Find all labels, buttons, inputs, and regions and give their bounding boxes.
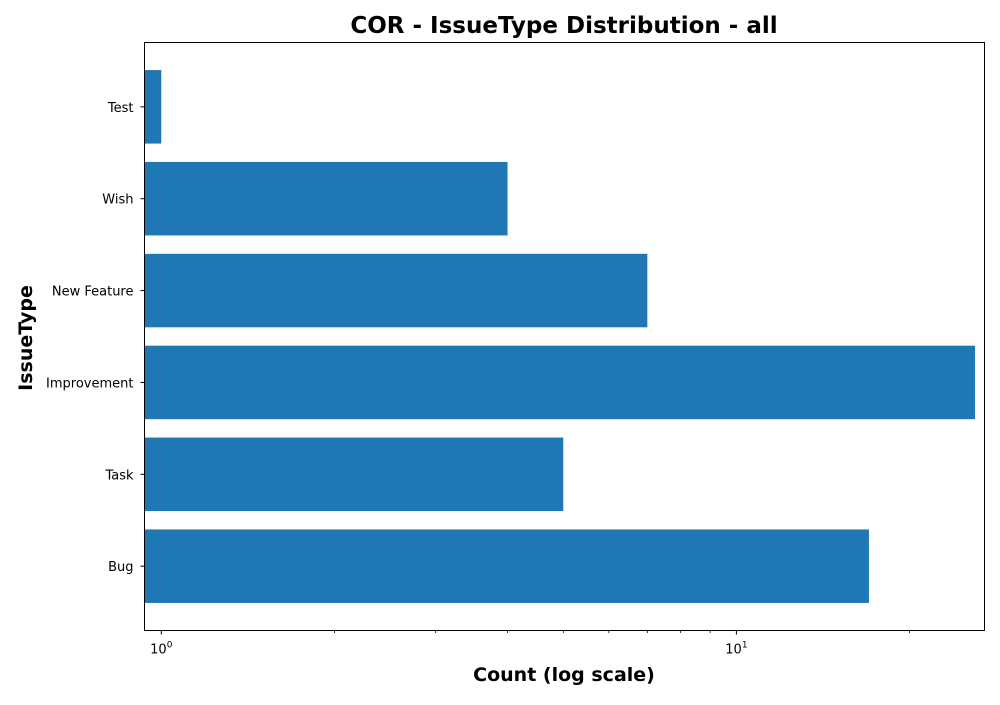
y-tick-label: New Feature xyxy=(52,285,134,300)
bar-new-feature xyxy=(144,253,648,328)
x-axis-label: Count (log scale) xyxy=(473,664,655,686)
bar-bug xyxy=(144,529,869,603)
y-axis-label: IssueType xyxy=(15,285,37,391)
bar-wish xyxy=(144,161,508,236)
plot-frame xyxy=(144,42,985,631)
bar-task xyxy=(144,437,564,512)
x-tick-label: 101 xyxy=(725,641,747,658)
bar-improvement xyxy=(144,345,976,420)
chart-title: COR - IssueType Distribution - all xyxy=(350,13,777,39)
bars-group xyxy=(144,70,976,603)
ticks-group: Bug Task Improvement New Feature Wish Test 100… xyxy=(46,101,910,658)
y-tick-label: Wish xyxy=(102,193,133,208)
bar-test xyxy=(144,70,162,144)
y-tick-label: Test xyxy=(107,101,134,116)
y-tick-label: Improvement xyxy=(46,376,133,391)
x-tick-label: 100 xyxy=(150,641,173,658)
y-tick-label: Task xyxy=(104,468,134,483)
y-tick-label: Bug xyxy=(108,560,133,575)
